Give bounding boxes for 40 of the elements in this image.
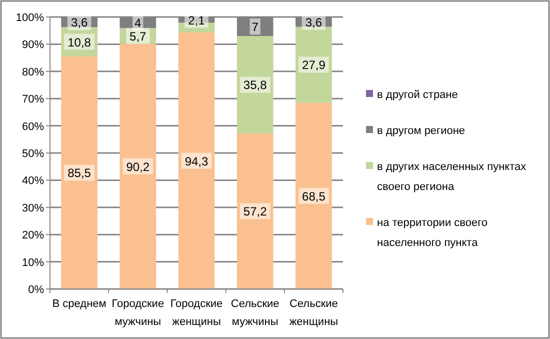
y-tick-label: 80% [22, 66, 44, 78]
bar [236, 133, 274, 289]
legend-label: в другой стране [377, 89, 458, 101]
data-label: 94,3 [184, 154, 208, 168]
x-tick-label: Городские мужчины [112, 298, 164, 328]
y-tick-label: 60% [22, 120, 44, 133]
data-label: 57,2 [243, 204, 268, 219]
data-label: 27,9 [302, 58, 326, 72]
y-tick-label: 100% [16, 12, 44, 24]
y-tick-label: 70% [22, 94, 44, 106]
x-tick-label: Сельские мужчины [230, 298, 280, 328]
data-label: 4 [134, 16, 142, 30]
y-tick-label: 20% [22, 230, 44, 242]
legend-label: в других населенных пунктах своего региона [377, 161, 527, 193]
x-tick-label: В среднем [52, 298, 106, 310]
x-tick-label: Городские женщины [170, 298, 223, 328]
y-tick-label: 40% [22, 175, 44, 188]
data-label: 5,7 [130, 29, 147, 44]
legend-label: на территории своего населенного пункта [377, 217, 488, 249]
legend-label: в другом регионе [377, 125, 466, 137]
data-label: 68,5 [302, 189, 326, 204]
bar [296, 102, 332, 289]
bar [178, 32, 215, 289]
y-tick-label: 90% [22, 39, 44, 52]
bar [61, 56, 98, 289]
bar [236, 36, 274, 134]
data-label: 2,1 [188, 13, 206, 28]
bar [120, 28, 156, 44]
y-tick-label: 30% [22, 202, 44, 214]
data-label: 85,5 [68, 166, 92, 180]
data-label: 3,6 [70, 16, 88, 30]
y-tick-label: 10% [22, 256, 44, 269]
data-label: 90,2 [126, 160, 150, 174]
y-tick-label: 50% [22, 148, 44, 160]
data-label: 7 [252, 20, 259, 34]
data-label: 3,6 [305, 15, 322, 30]
x-tick-label: Сельские женщины [289, 298, 338, 328]
data-label: 10,8 [68, 35, 92, 50]
data-label: 35,8 [243, 78, 268, 92]
y-tick-label: 0% [28, 284, 44, 296]
